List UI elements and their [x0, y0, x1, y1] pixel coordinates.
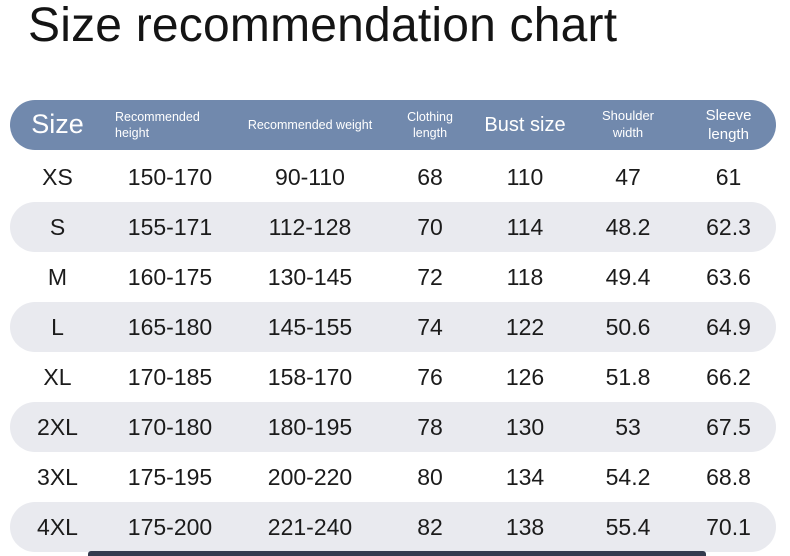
cell-size: M — [47, 263, 68, 290]
table-header-row: Size Recommended height Recommended weig… — [10, 100, 776, 150]
cell-size: 3XL — [37, 463, 78, 490]
cell-size: L — [51, 313, 64, 340]
cell-sleeve-length: 70.1 — [706, 513, 751, 540]
size-table: Size Recommended height Recommended weig… — [10, 100, 776, 552]
header-cell-bust-size: Bust size — [484, 114, 566, 136]
cell-recommended-height: 155-171 — [127, 213, 213, 240]
table-body: XS 150-170 90-110 68 110 47 61 S 155-171… — [10, 152, 776, 552]
table-row: L 165-180 145-155 74 122 50.6 64.9 — [10, 302, 776, 352]
cell-sleeve-length: 64.9 — [706, 313, 751, 340]
cell-clothing-length: 72 — [417, 263, 443, 290]
table-row: 4XL 175-200 221-240 82 138 55.4 70.1 — [10, 502, 776, 552]
header-cell-clothing-length: Clothing length — [407, 109, 453, 140]
cell-recommended-height: 165-180 — [127, 313, 213, 340]
cell-size: XL — [43, 363, 72, 390]
cell-size: XS — [42, 163, 73, 190]
cell-recommended-height: 150-170 — [127, 163, 213, 190]
cell-recommended-height: 170-185 — [127, 363, 213, 390]
cell-sleeve-length: 68.8 — [706, 463, 751, 490]
cell-bust-size: 138 — [505, 513, 545, 540]
cell-shoulder-width: 54.2 — [605, 463, 651, 490]
cell-clothing-length: 78 — [417, 413, 443, 440]
cell-recommended-height: 175-200 — [127, 513, 213, 540]
cell-clothing-length: 68 — [417, 163, 443, 190]
cell-recommended-weight: 180-195 — [267, 413, 353, 440]
next-section-bar — [88, 551, 706, 556]
header-cell-sleeve-length: Sleeve length — [705, 106, 752, 144]
cell-shoulder-width: 51.8 — [605, 363, 651, 390]
header-cell-size: Size — [31, 109, 84, 140]
cell-sleeve-length: 63.6 — [706, 263, 751, 290]
cell-size: 4XL — [37, 513, 78, 540]
page-title: Size recommendation chart — [28, 0, 618, 52]
table-row: S 155-171 112-128 70 114 48.2 62.3 — [10, 202, 776, 252]
cell-recommended-height: 160-175 — [127, 263, 213, 290]
cell-size: 2XL — [37, 413, 78, 440]
cell-clothing-length: 70 — [417, 213, 443, 240]
cell-bust-size: 134 — [505, 463, 545, 490]
cell-recommended-weight: 90-110 — [275, 163, 345, 190]
cell-shoulder-width: 47 — [615, 163, 641, 190]
header-cell-recommended-weight: Recommended weight — [247, 117, 373, 132]
header-cell-recommended-height: Recommended height — [115, 109, 200, 140]
cell-size: S — [49, 213, 66, 240]
cell-clothing-length: 82 — [417, 513, 443, 540]
cell-recommended-weight: 145-155 — [267, 313, 353, 340]
cell-clothing-length: 80 — [417, 463, 443, 490]
cell-bust-size: 118 — [506, 263, 544, 290]
table-row: XL 170-185 158-170 76 126 51.8 66.2 — [10, 352, 776, 402]
cell-sleeve-length: 66.2 — [706, 363, 751, 390]
cell-bust-size: 130 — [505, 413, 545, 440]
cell-shoulder-width: 49.4 — [605, 263, 651, 290]
cell-sleeve-length: 67.5 — [706, 413, 751, 440]
table-row: M 160-175 130-145 72 118 49.4 63.6 — [10, 252, 776, 302]
cell-clothing-length: 76 — [417, 363, 443, 390]
cell-shoulder-width: 55.4 — [605, 513, 651, 540]
cell-bust-size: 114 — [506, 213, 544, 240]
cell-recommended-weight: 200-220 — [267, 463, 353, 490]
cell-sleeve-length: 62.3 — [706, 213, 751, 240]
cell-bust-size: 126 — [505, 363, 545, 390]
cell-sleeve-length: 61 — [715, 163, 742, 190]
cell-recommended-height: 175-195 — [127, 463, 213, 490]
table-row: 3XL 175-195 200-220 80 134 54.2 68.8 — [10, 452, 776, 502]
cell-recommended-weight: 112-128 — [268, 213, 352, 240]
cell-recommended-weight: 130-145 — [267, 263, 353, 290]
cell-bust-size: 122 — [505, 313, 545, 340]
cell-recommended-weight: 221-240 — [267, 513, 353, 540]
header-cell-shoulder-width: Shoulder width — [601, 108, 655, 140]
table-row: 2XL 170-180 180-195 78 130 53 67.5 — [10, 402, 776, 452]
cell-shoulder-width: 53 — [615, 413, 641, 440]
cell-bust-size: 110 — [506, 163, 544, 190]
cell-recommended-weight: 158-170 — [267, 363, 353, 390]
cell-recommended-height: 170-180 — [127, 413, 213, 440]
cell-shoulder-width: 50.6 — [605, 313, 651, 340]
table-row: XS 150-170 90-110 68 110 47 61 — [10, 152, 776, 202]
cell-shoulder-width: 48.2 — [605, 213, 651, 240]
cell-clothing-length: 74 — [417, 313, 443, 340]
